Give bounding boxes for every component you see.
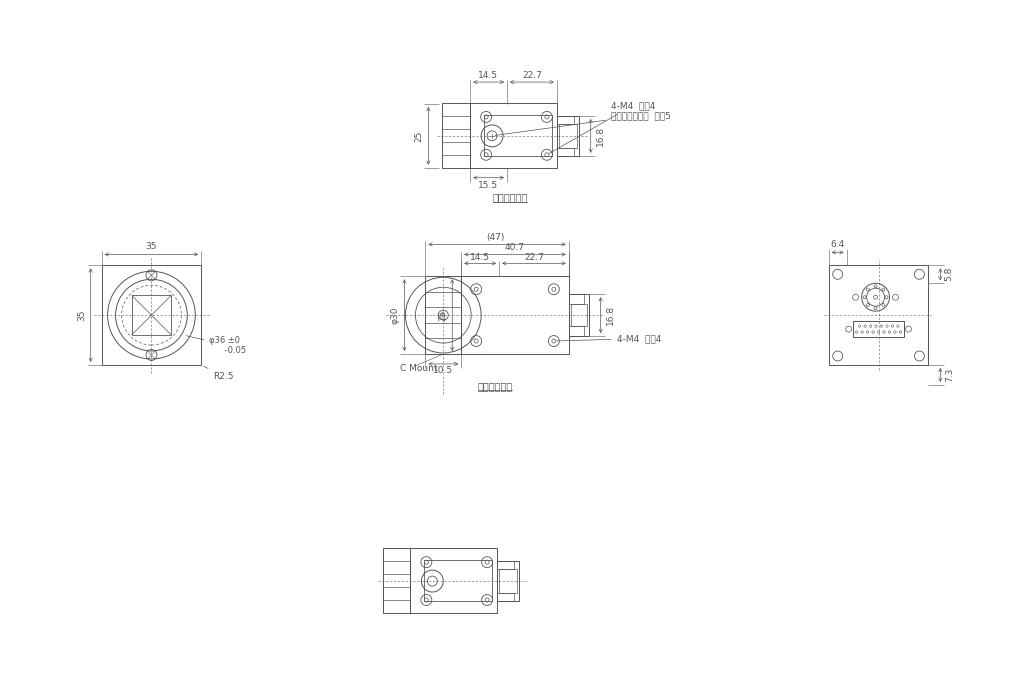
Bar: [484, 115, 552, 156]
Bar: [425, 276, 461, 354]
Bar: [410, 548, 497, 613]
Bar: [497, 561, 519, 601]
Text: 14.5: 14.5: [478, 71, 499, 80]
Text: 対面同一形状: 対面同一形状: [492, 193, 527, 202]
Bar: [569, 294, 589, 336]
Text: 22.7: 22.7: [524, 253, 544, 262]
Text: 40.7: 40.7: [505, 243, 525, 252]
Text: (47): (47): [486, 233, 505, 242]
Bar: [132, 295, 171, 335]
Text: 16.8: 16.8: [596, 126, 606, 146]
Text: 4-M4  深さ4: 4-M4 深さ4: [549, 101, 655, 153]
Bar: [497, 593, 514, 601]
Bar: [557, 116, 579, 156]
Text: 25: 25: [414, 130, 423, 141]
Bar: [424, 560, 492, 601]
Text: 対面同一形状: 対面同一形状: [478, 381, 513, 391]
Bar: [569, 294, 584, 304]
Bar: [571, 304, 587, 326]
Text: カメラ三脚ネジ  深さ5: カメラ三脚ネジ 深さ5: [494, 111, 671, 136]
Text: 35: 35: [77, 309, 87, 321]
Text: 14.5: 14.5: [470, 253, 490, 262]
Text: 10.5: 10.5: [434, 366, 453, 375]
Bar: [557, 148, 574, 156]
Text: 35: 35: [145, 242, 158, 251]
Bar: [557, 116, 574, 124]
Text: φ30: φ30: [391, 307, 400, 324]
Bar: [829, 265, 928, 365]
Bar: [853, 321, 904, 337]
Text: 15.5: 15.5: [478, 181, 499, 190]
Text: C Mount: C Mount: [401, 365, 438, 373]
Text: 25: 25: [439, 309, 448, 321]
Bar: [470, 103, 557, 168]
Text: 4-M4  深さ4: 4-M4 深さ4: [556, 334, 661, 343]
Text: φ36 ±0
      -0.05: φ36 ±0 -0.05: [186, 335, 246, 355]
Bar: [442, 103, 470, 168]
Bar: [382, 548, 410, 613]
Bar: [102, 265, 201, 365]
Text: 7.3: 7.3: [945, 368, 954, 382]
Text: R2.5: R2.5: [204, 366, 234, 381]
Bar: [569, 326, 584, 336]
Text: 22.7: 22.7: [522, 71, 542, 80]
Bar: [461, 276, 569, 354]
Text: 16.8: 16.8: [606, 305, 615, 326]
Text: 6.4: 6.4: [830, 240, 845, 249]
Text: 5.8: 5.8: [945, 267, 954, 281]
Bar: [559, 124, 577, 148]
Bar: [497, 561, 514, 569]
Bar: [500, 569, 517, 593]
